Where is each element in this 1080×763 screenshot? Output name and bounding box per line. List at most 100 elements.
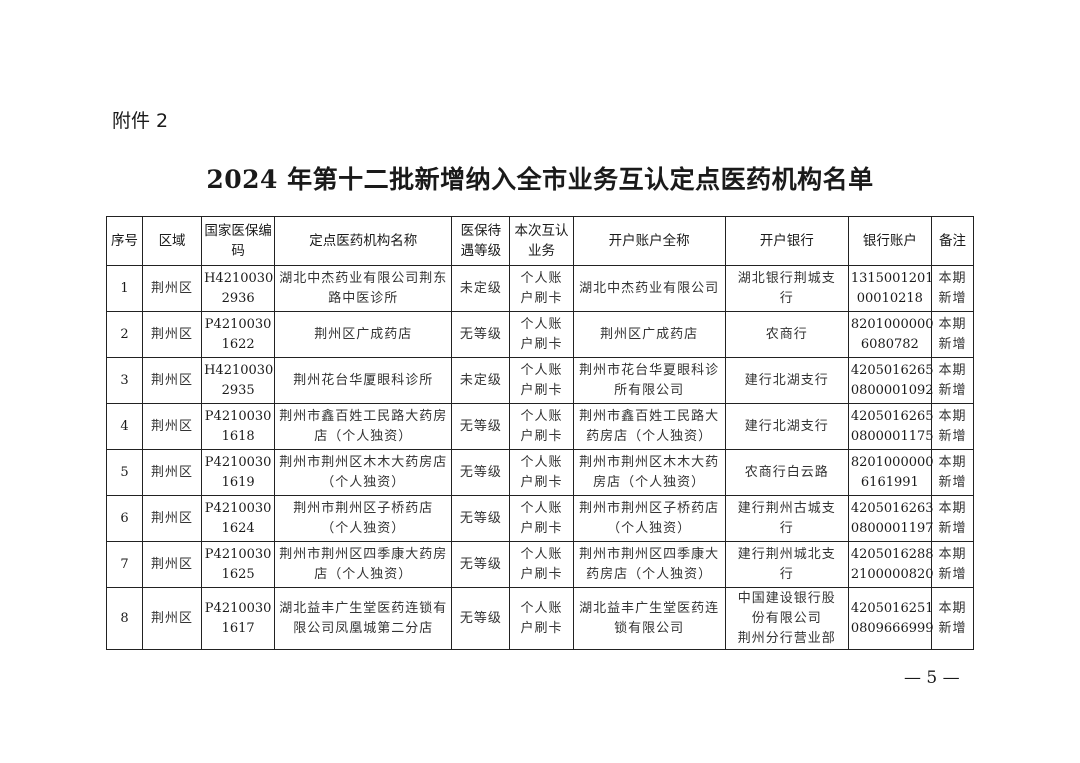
cell-bank: 建行荆州城北支行 [724,541,849,588]
cell-line: （个人独资） [607,520,692,536]
page-number: — 5 — [904,668,960,688]
cell-index: 6 [105,495,144,542]
header-index: 序号 [105,216,144,266]
cell-line: 国家医保 [204,223,259,239]
cell-line: P4210030 [204,408,272,424]
cell-line: 行 [779,520,794,536]
cell-line: 荆州区 [151,280,194,296]
table-row: 7 荆州区 P4210030 1625 荆州市荆州区四季康大药房 店（个人独资） 无等级 个人… [105,541,975,588]
cell-line: 无等级 [459,510,502,526]
cell-line: 本期 [938,270,967,286]
header-bank: 开户银行 [724,216,849,266]
cell-line: 新增 [938,290,967,306]
cell-line: 无等级 [459,464,502,480]
cell-line: 1 [120,280,129,296]
cell-bank: 建行北湖支行 [724,357,849,404]
cell-line: 区域 [158,233,186,249]
cell-line: 开户银行 [759,233,814,249]
header-account-name: 开户账户全称 [572,216,726,266]
cell-line: 建行荆州古城支 [737,500,836,516]
cell-line: 2100000820 [850,566,934,582]
cell-remark: 本期 新增 [930,311,975,358]
cell-business: 个人账 户刷卡 [509,587,574,650]
cell-index: 7 [105,541,144,588]
cell-bank-account: 8201000000 6080782 [847,311,934,358]
cell-district: 荆州区 [142,495,203,542]
cell-line: 户刷卡 [520,382,563,398]
cell-line: 开户账户全称 [608,233,690,249]
cell-institution-name: 荆州市荆州区木木大药房店 （个人独资） [274,449,453,496]
cell-line: 序号 [111,233,139,249]
cell-line: 本期 [938,454,967,470]
cell-line: 湖北中杰药业有限公司 [579,280,720,296]
cell-line: 备注 [938,233,966,249]
cell-district: 荆州区 [142,311,203,358]
table-row: 8 荆州区 P4210030 1617 湖北益丰广生堂医药连锁有 限公司凤凰城第二分店 无等… [105,587,975,650]
cell-line: 荆州区广成药店 [314,326,413,342]
cell-line: 药房店（个人独资） [586,428,713,444]
cell-business: 个人账 户刷卡 [509,265,574,312]
header-insurance-code: 国家医保编码 [201,216,276,266]
table-row: 2 荆州区 P4210030 1622 荆州区广成药店 无等级 个人账 户刷卡 荆州区广成药店农… [105,311,975,358]
cell-line: 无等级 [459,556,502,572]
cell-line: 4205016265 [850,362,934,378]
cell-institution-name: 荆州市鑫百姓工民路大药房 店（个人独资） [274,403,453,450]
cell-remark: 本期 新增 [930,265,975,312]
cell-account-name: 荆州市荆州区木木大药 房店（个人独资） [572,449,726,496]
header-remark: 备注 [930,216,975,266]
cell-line: 0800001175 [850,428,934,444]
attachment-label: 附件 2 [112,110,169,132]
cell-line: 1618 [221,428,255,444]
cell-line: 编码 [231,223,272,259]
cell-line: 新增 [938,620,967,636]
cell-line: 建行荆州城北支 [737,546,836,562]
table-header-row: 序号 区域 国家医保编码 定点医药机构名称 医保待遇等级 本次互认业务 开户账户全称 开户银行… [105,216,975,266]
cell-insurance-level: 无等级 [451,587,511,650]
table-row: 6 荆州区 P4210030 1624 荆州市荆州区子桥药店 （个人独资） 无等级 个人账 户刷… [105,495,975,542]
cell-line: 1617 [221,620,255,636]
cell-line: 银行账户 [862,233,917,249]
cell-account-name: 荆州市荆州区四季康大 药房店（个人独资） [572,541,726,588]
cell-line: 1619 [221,474,255,490]
cell-bank-account: 4205016288 2100000820 [847,541,934,588]
cell-line: 8201000000 [850,454,934,470]
cell-bank: 建行北湖支行 [724,403,849,450]
cell-bank-account: 8201000000 6161991 [847,449,934,496]
cell-line: 荆州市荆州区子桥药店 [579,500,720,516]
cell-line: 4205016251 [850,600,934,616]
cell-line: 6161991 [860,474,919,490]
table-row: 5 荆州区 P4210030 1619 荆州市荆州区木木大药房店 （个人独资） 无等级 个人账… [105,449,975,496]
document-title: 2024 年第十二批新增纳入全市业务互认定点医药机构名单 [206,165,874,194]
cell-remark: 本期 新增 [930,587,975,650]
cell-business: 个人账 户刷卡 [509,541,574,588]
cell-line: 4205016288 [850,546,934,562]
cell-line: 2935 [221,382,255,398]
cell-line: 4205016263 [850,500,934,516]
cell-line: 荆州市荆州区四季康大药房 [279,546,448,562]
cell-line: 荆州市花台华夏眼科诊 [579,362,720,378]
cell-line: 8201000000 [850,316,934,332]
cell-line: 荆州花台华厦眼科诊所 [293,372,434,388]
cell-line: 4205016265 [850,408,934,424]
cell-line: 个人账 [520,362,563,378]
cell-line: （个人独资） [321,520,406,536]
cell-line: 8 [120,610,129,626]
cell-remark: 本期 新增 [930,541,975,588]
cell-line: 所有限公司 [614,382,685,398]
cell-line: 2936 [221,290,255,306]
cell-insurance-level: 无等级 [451,495,511,542]
cell-line: 荆州区 [151,418,194,434]
cell-insurance-level: 未定级 [451,265,511,312]
cell-line: 份有限公司 [751,610,822,626]
cell-line: 房店（个人独资） [593,474,706,490]
cell-line: 新增 [938,336,967,352]
cell-line: 本期 [938,600,967,616]
header-business: 本次互认业务 [509,216,574,266]
cell-line: （个人独资） [321,474,406,490]
cell-line: 户刷卡 [520,474,563,490]
cell-bank-account: 4205016265 0800001175 [847,403,934,450]
cell-line: 湖北益丰广生堂医药连 [579,600,720,616]
cell-remark: 本期 新增 [930,403,975,450]
cell-insurance-code: H4210030 2935 [201,357,276,404]
cell-line: 中国建设银行股 [737,590,836,606]
